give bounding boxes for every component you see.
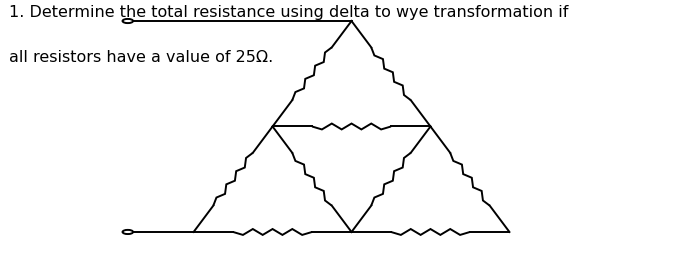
Circle shape (122, 230, 133, 234)
Circle shape (122, 19, 133, 23)
Text: all resistors have a value of 25Ω.: all resistors have a value of 25Ω. (10, 50, 273, 65)
Text: 1. Determine the total resistance using delta to wye transformation if: 1. Determine the total resistance using … (10, 5, 569, 20)
